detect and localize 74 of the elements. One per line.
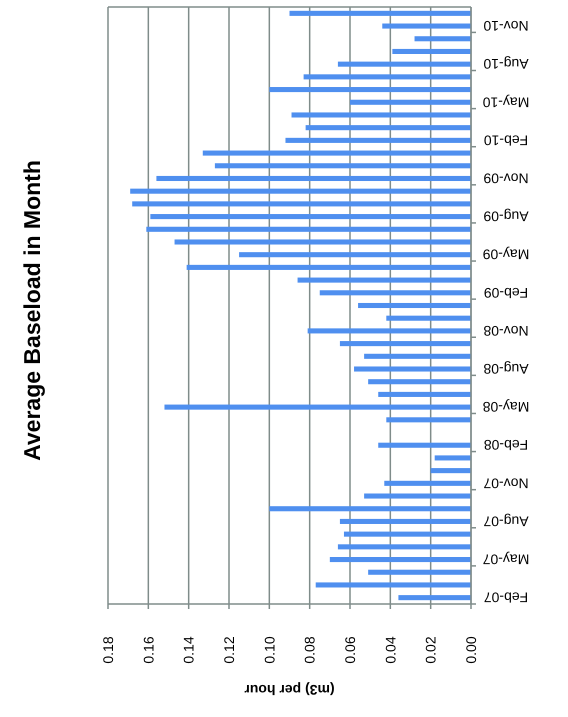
y-tick-label: Feb-09 (484, 284, 528, 301)
bar (378, 442, 471, 448)
bar (340, 518, 471, 524)
bar (338, 62, 471, 67)
bar (304, 74, 471, 80)
bar (308, 328, 471, 334)
bar (316, 582, 471, 588)
x-tick-label: 0.14 (180, 636, 197, 664)
bar (368, 379, 471, 384)
bar (269, 506, 471, 512)
bar (320, 290, 471, 296)
bar (414, 36, 471, 42)
bar (340, 341, 471, 346)
bar (132, 201, 471, 206)
bar (430, 468, 471, 474)
bar (150, 214, 471, 220)
y-tick-label: May-09 (482, 246, 530, 263)
bar (146, 226, 471, 232)
bar (269, 87, 471, 92)
bar (239, 252, 471, 258)
bar (164, 404, 471, 410)
y-tick-label: Aug-08 (483, 361, 529, 378)
bar (382, 24, 471, 29)
y-tick-label: Aug-10 (483, 56, 529, 72)
x-tick-label: 0.08 (302, 636, 318, 664)
bar (368, 570, 471, 575)
bar (202, 150, 471, 156)
bar (292, 112, 471, 118)
bar (338, 544, 471, 550)
bar (130, 188, 471, 194)
bar (354, 366, 471, 372)
bar (392, 48, 471, 54)
y-tick-label: Feb-08 (484, 437, 528, 454)
bar (214, 163, 471, 168)
y-tick-label: Nov-07 (483, 475, 529, 492)
y-tick-label: May-08 (482, 399, 530, 416)
bar (358, 302, 471, 308)
y-tick-label: Feb-10 (484, 132, 528, 148)
bar (290, 10, 471, 16)
x-tick-label: 0.00 (463, 636, 479, 664)
bar (398, 595, 471, 600)
y-tick-label: Aug-09 (483, 208, 529, 225)
bar (298, 278, 471, 283)
y-tick-label: Feb-07 (484, 590, 528, 606)
x-tick-label: 0.02 (422, 636, 439, 664)
bar (386, 316, 471, 321)
y-tick-label: Nov-10 (483, 18, 529, 34)
bar (386, 417, 471, 422)
y-tick-label: May-07 (482, 552, 530, 568)
y-tick-label: Nov-08 (483, 322, 529, 339)
bar (378, 392, 471, 397)
text: Average Baseload in Month (19, 160, 45, 461)
y-tick-label: May-10 (482, 94, 530, 110)
x-tick-label: 0.10 (261, 636, 278, 664)
bar (364, 354, 471, 359)
bar (186, 264, 471, 270)
x-tick-label: 0.06 (342, 636, 358, 664)
y-tick-label: Nov-09 (483, 170, 529, 186)
x-axis-title: (m3) per hour (244, 682, 335, 698)
bar (174, 239, 471, 245)
x-tick-label: 0.18 (100, 636, 116, 664)
bar (350, 100, 471, 105)
bar (285, 138, 471, 143)
x-tick-label: 0.16 (140, 636, 156, 664)
bar (384, 480, 471, 486)
bar (306, 125, 471, 130)
y-tick-label: Aug-07 (483, 513, 529, 530)
bar (330, 557, 471, 562)
x-tick-label: 0.04 (382, 636, 398, 664)
bar (344, 532, 471, 537)
bar (364, 493, 471, 499)
bar (156, 176, 471, 182)
x-tick-label: 0.12 (221, 636, 237, 664)
bar (434, 455, 471, 460)
